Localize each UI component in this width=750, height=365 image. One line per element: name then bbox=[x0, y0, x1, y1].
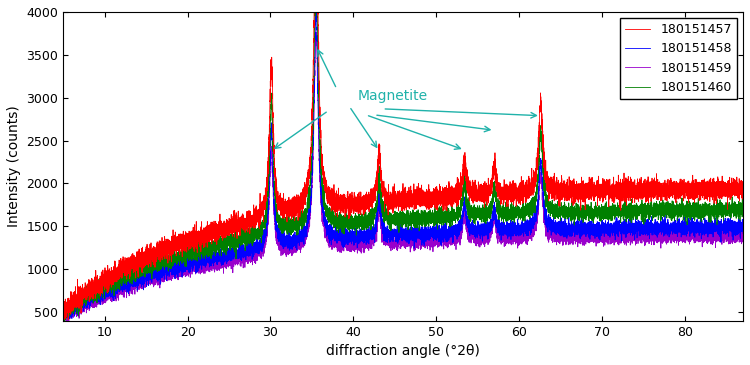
180151459 bbox=[192, 267, 201, 271]
180151459 bbox=[392, 243, 400, 247]
180151459 bbox=[312, 30, 321, 35]
180151458 bbox=[100, 289, 109, 293]
Legend: 180151457, 180151458, 180151459, 180151460: 180151457, 180151458, 180151459, 1801514… bbox=[620, 18, 736, 99]
180151459 bbox=[58, 312, 68, 316]
180151458 bbox=[58, 313, 68, 318]
180151460 bbox=[392, 213, 400, 218]
180151459 bbox=[62, 321, 70, 325]
Line: 180151459: 180151459 bbox=[63, 32, 743, 323]
180151457 bbox=[87, 291, 96, 295]
180151460 bbox=[192, 251, 201, 255]
180151457 bbox=[392, 202, 400, 206]
180151457 bbox=[62, 309, 70, 314]
Line: 180151457: 180151457 bbox=[63, 0, 743, 320]
180151458 bbox=[739, 231, 748, 236]
180151460 bbox=[62, 303, 70, 308]
180151460 bbox=[87, 288, 96, 292]
180151459 bbox=[703, 231, 712, 236]
Text: Magnetite: Magnetite bbox=[358, 89, 428, 103]
180151460 bbox=[739, 207, 748, 211]
180151458 bbox=[62, 307, 70, 312]
180151457 bbox=[739, 184, 748, 188]
180151459 bbox=[739, 234, 748, 239]
180151460 bbox=[60, 322, 69, 326]
X-axis label: diffraction angle (°2θ): diffraction angle (°2θ) bbox=[326, 344, 480, 358]
180151460 bbox=[100, 288, 109, 293]
180151457 bbox=[703, 179, 712, 183]
180151457 bbox=[100, 277, 109, 281]
Y-axis label: Intensity (counts): Intensity (counts) bbox=[7, 105, 21, 227]
Line: 180151460: 180151460 bbox=[63, 0, 743, 324]
180151458 bbox=[192, 259, 201, 264]
180151460 bbox=[58, 318, 68, 322]
180151458 bbox=[61, 317, 70, 321]
180151459 bbox=[62, 314, 70, 318]
180151458 bbox=[703, 226, 712, 230]
180151457 bbox=[58, 306, 68, 310]
180151457 bbox=[192, 234, 201, 238]
180151459 bbox=[100, 293, 109, 298]
180151458 bbox=[312, 1, 321, 6]
Line: 180151458: 180151458 bbox=[63, 4, 743, 319]
180151460 bbox=[703, 203, 712, 208]
180151458 bbox=[87, 296, 96, 301]
180151458 bbox=[392, 235, 400, 239]
180151457 bbox=[64, 318, 73, 322]
180151459 bbox=[87, 298, 96, 303]
